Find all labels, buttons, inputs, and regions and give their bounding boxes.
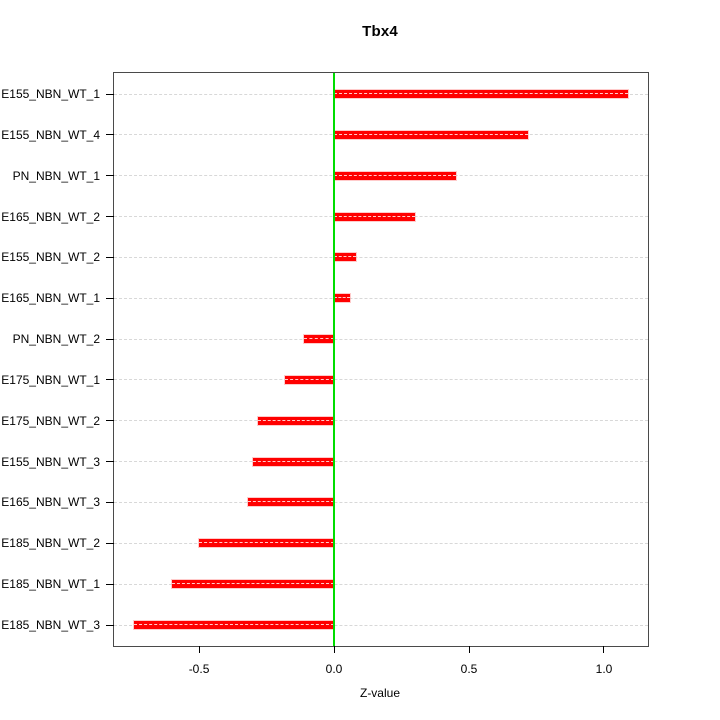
- bar-guide-dash: [247, 501, 334, 503]
- y-axis-tick: [106, 542, 114, 544]
- row-guide-line: [114, 297, 648, 299]
- bar-guide-dash: [334, 256, 356, 258]
- bar-guide-dash: [334, 297, 351, 299]
- y-axis-tick: [106, 216, 114, 218]
- x-axis-tick: [603, 646, 605, 653]
- y-axis-label: E155_NBN_WT_3: [1, 454, 100, 469]
- x-axis-tick-label: 0.0: [325, 662, 343, 676]
- y-axis-tick: [106, 379, 114, 381]
- chart-title: Tbx4: [362, 23, 398, 40]
- row-guide-line: [114, 542, 648, 544]
- bar-guide-dash: [334, 215, 415, 217]
- bar-guide-dash: [334, 133, 529, 135]
- bar: [134, 621, 334, 629]
- y-axis-tick: [106, 624, 114, 626]
- y-axis-tick: [106, 338, 114, 340]
- y-axis-label: E165_NBN_WT_1: [1, 291, 100, 306]
- bar-guide-dash: [253, 460, 335, 462]
- bar-guide-dash: [134, 624, 334, 625]
- x-axis-label: Z-value: [359, 686, 400, 700]
- y-axis-label: E175_NBN_WT_2: [1, 413, 100, 428]
- row-guide-line: [114, 338, 648, 340]
- bar: [334, 171, 456, 180]
- x-axis-tick-label: -0.5: [188, 662, 210, 676]
- zero-line: [333, 73, 336, 646]
- y-axis-tick: [106, 583, 114, 585]
- bar-guide-dash: [334, 93, 629, 94]
- y-axis-label: E155_NBN_WT_1: [1, 87, 100, 101]
- bar: [334, 253, 356, 262]
- y-axis-tick: [106, 420, 114, 422]
- bar-guide-dash: [334, 174, 456, 176]
- x-axis-tick-label: 0.5: [460, 662, 478, 676]
- x-axis-tick: [198, 646, 200, 653]
- bar: [334, 130, 529, 139]
- bar: [199, 539, 335, 548]
- y-axis-label: E155_NBN_WT_2: [1, 250, 100, 265]
- row-guide-line: [114, 379, 648, 381]
- y-axis-tick: [106, 256, 114, 258]
- bar: [253, 457, 335, 466]
- y-axis-tick: [106, 134, 114, 136]
- row-guide-line: [114, 501, 648, 503]
- row-guide-line: [114, 461, 648, 463]
- y-axis-tick: [106, 461, 114, 463]
- y-axis-tick: [106, 297, 114, 299]
- y-axis-label: E155_NBN_WT_4: [1, 127, 100, 142]
- row-guide-line: [114, 420, 648, 422]
- y-axis-label: PN_NBN_WT_1: [12, 168, 100, 183]
- bar-guide-dash: [304, 338, 335, 340]
- bar-guide-dash: [199, 542, 335, 544]
- y-axis-label: E185_NBN_WT_1: [1, 577, 100, 592]
- y-axis-label: E185_NBN_WT_3: [1, 618, 100, 632]
- y-axis-tick: [106, 93, 114, 95]
- y-axis-tick: [106, 175, 114, 177]
- y-axis-tick: [106, 501, 114, 503]
- bar: [304, 335, 335, 344]
- bar: [334, 294, 351, 303]
- bar: [334, 212, 415, 221]
- bar: [258, 416, 334, 425]
- bar-guide-dash: [172, 583, 334, 585]
- y-axis-label: E175_NBN_WT_1: [1, 372, 100, 387]
- bar: [285, 375, 335, 384]
- bar-guide-dash: [258, 419, 334, 421]
- bar: [172, 580, 334, 589]
- bar: [334, 90, 629, 98]
- bar: [247, 498, 334, 507]
- row-guide-line: [114, 583, 648, 585]
- bar-guide-dash: [285, 378, 335, 380]
- y-axis-label: PN_NBN_WT_2: [12, 332, 100, 347]
- plot-area: E155_NBN_WT_1 E155_NBN_WT_4 PN_NBN_WT_1 E16…: [1, 72, 649, 676]
- y-axis-label: E165_NBN_WT_3: [1, 495, 100, 510]
- x-axis-tick: [333, 646, 335, 653]
- y-axis-label: E165_NBN_WT_2: [1, 209, 100, 224]
- y-axis-label: E185_NBN_WT_2: [1, 536, 100, 551]
- row-guide-line: [114, 256, 648, 258]
- x-axis-tick-label: 1.0: [595, 662, 613, 676]
- row-guide-line: [114, 624, 648, 626]
- x-axis-tick: [468, 646, 470, 653]
